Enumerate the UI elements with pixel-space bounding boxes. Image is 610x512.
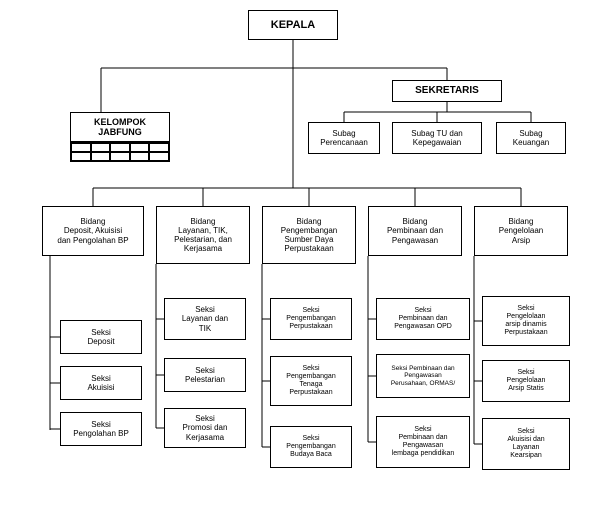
label: Seksi Pembinaan dan Pengawasan Perusahaa… [391, 365, 455, 387]
label: Seksi Pengolahan BP [73, 420, 129, 438]
node-b4s2: Seksi Pembinaan dan Pengawasan Perusahaa… [376, 354, 470, 398]
label: Seksi Pengembangan Tenaga Perpustakaan [286, 365, 335, 397]
label: Seksi Pembinaan dan Pengawasan lembaga p… [392, 426, 455, 458]
grid-cell [71, 152, 91, 161]
grid-cell [130, 143, 150, 152]
node-b4s1: Seksi Pembinaan dan Pengawasan OPD [376, 298, 470, 340]
grid-cell [130, 152, 150, 161]
label: Seksi Pelestarian [185, 366, 225, 384]
grid-cell [71, 143, 91, 152]
label: Bidang Layanan, TIK, Pelestarian, dan Ke… [174, 217, 232, 254]
grid-cell [110, 143, 130, 152]
node-subag-keuangan: Subag Keuangan [496, 122, 566, 154]
label: Bidang Pengelolaan Arsip [499, 217, 543, 245]
node-sekretaris: SEKRETARIS [392, 80, 502, 102]
label: Seksi Deposit [87, 328, 114, 346]
node-b3s3: Seksi Pengembangan Budaya Baca [270, 426, 352, 468]
grid-cell [91, 152, 111, 161]
label: Seksi Pembinaan dan Pengawasan OPD [394, 307, 452, 331]
node-b1s3: Seksi Pengolahan BP [60, 412, 142, 446]
label: KELOMPOK JABFUNG [94, 117, 146, 138]
node-b1s2: Seksi Akuisisi [60, 366, 142, 400]
label: KEPALA [271, 19, 315, 32]
label: Seksi Akuisisi dan Layanan Kearsipan [507, 428, 544, 460]
node-bidang-4: Bidang Pembinaan dan Pengawasan [368, 206, 462, 256]
label: Subag Keuangan [513, 129, 549, 147]
node-b2s1: Seksi Layanan dan TIK [164, 298, 246, 340]
label: Bidang Pembinaan dan Pengawasan [387, 217, 443, 245]
label: SEKRETARIS [415, 85, 479, 97]
grid-cell [149, 152, 169, 161]
node-b5s1: Seksi Pengelolaan arsip dinamis Perpusta… [482, 296, 570, 346]
label: Seksi Pengelolaan arsip dinamis Perpusta… [504, 305, 547, 337]
node-subag-tu: Subag TU dan Kepegawaian [392, 122, 482, 154]
node-b1s1: Seksi Deposit [60, 320, 142, 354]
label: Bidang Pengembangan Sumber Daya Perpusta… [281, 217, 338, 254]
kelompok-grid [70, 142, 170, 162]
node-b2s2: Seksi Pelestarian [164, 358, 246, 392]
node-bidang-2: Bidang Layanan, TIK, Pelestarian, dan Ke… [156, 206, 250, 264]
node-b5s3: Seksi Akuisisi dan Layanan Kearsipan [482, 418, 570, 470]
label: Seksi Pengembangan Budaya Baca [286, 435, 335, 459]
node-b3s1: Seksi Pengembangan Perpustakaan [270, 298, 352, 340]
grid-cell [110, 152, 130, 161]
label: Seksi Akuisisi [87, 374, 114, 392]
node-bidang-1: Bidang Deposit, Akuisisi dan Pengolahan … [42, 206, 144, 256]
label: Seksi Layanan dan TIK [182, 305, 228, 333]
node-kepala: KEPALA [248, 10, 338, 40]
grid-cell [149, 143, 169, 152]
node-b4s3: Seksi Pembinaan dan Pengawasan lembaga p… [376, 416, 470, 468]
label: Bidang Deposit, Akuisisi dan Pengolahan … [57, 217, 128, 245]
node-subag-perencanaan: Subag Perencanaan [308, 122, 380, 154]
label: Seksi Pengembangan Perpustakaan [286, 307, 335, 331]
node-b5s2: Seksi Pengelolaan Arsip Statis [482, 360, 570, 402]
node-bidang-5: Bidang Pengelolaan Arsip [474, 206, 568, 256]
node-b3s2: Seksi Pengembangan Tenaga Perpustakaan [270, 356, 352, 406]
label: Subag Perencanaan [320, 129, 368, 147]
node-bidang-3: Bidang Pengembangan Sumber Daya Perpusta… [262, 206, 356, 264]
label: Seksi Pengelolaan Arsip Statis [507, 369, 546, 393]
grid-cell [91, 143, 111, 152]
node-b2s3: Seksi Promosi dan Kerjasama [164, 408, 246, 448]
label: Subag TU dan Kepegawaian [411, 129, 462, 147]
node-kelompok: KELOMPOK JABFUNG [70, 112, 170, 142]
label: Seksi Promosi dan Kerjasama [183, 414, 228, 442]
